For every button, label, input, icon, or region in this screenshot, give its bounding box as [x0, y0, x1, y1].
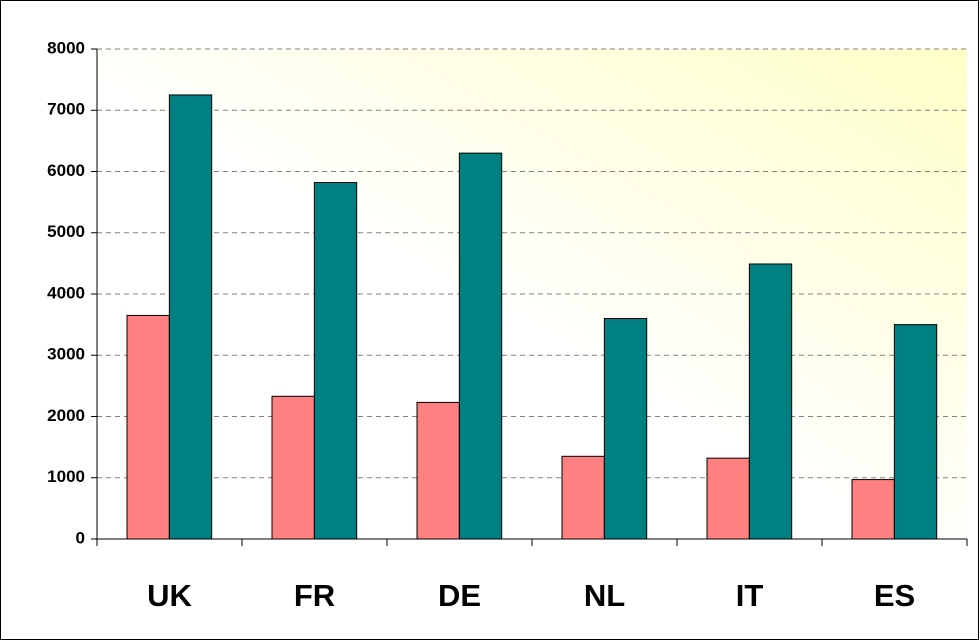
y-tick-label: 3000 — [47, 345, 85, 364]
bar — [168, 94, 213, 540]
bar — [313, 182, 358, 540]
x-tick-label: NL — [584, 578, 625, 613]
bar — [748, 263, 793, 540]
y-tick-label: 1000 — [47, 467, 85, 486]
y-tick-label: 6000 — [47, 161, 85, 180]
bar — [458, 152, 503, 540]
bar — [126, 314, 170, 540]
y-tick-label: 7000 — [47, 100, 85, 119]
x-tick-label: ES — [874, 578, 915, 613]
x-tick-label: DE — [438, 578, 481, 613]
bar — [893, 324, 938, 540]
bar — [706, 457, 750, 540]
x-tick-label: IT — [736, 578, 764, 613]
bar — [603, 318, 648, 540]
y-tick-label: 5000 — [47, 222, 85, 241]
y-tick-label: 8000 — [47, 38, 85, 57]
y-tick-label: 2000 — [47, 406, 85, 425]
y-tick-label: 4000 — [47, 283, 85, 302]
bar — [271, 395, 315, 540]
bar — [561, 455, 605, 540]
bar — [416, 401, 460, 540]
x-tick-label: FR — [294, 578, 335, 613]
bar — [851, 479, 895, 540]
y-tick-label: 0 — [76, 528, 85, 547]
x-tick-label: UK — [147, 578, 192, 613]
